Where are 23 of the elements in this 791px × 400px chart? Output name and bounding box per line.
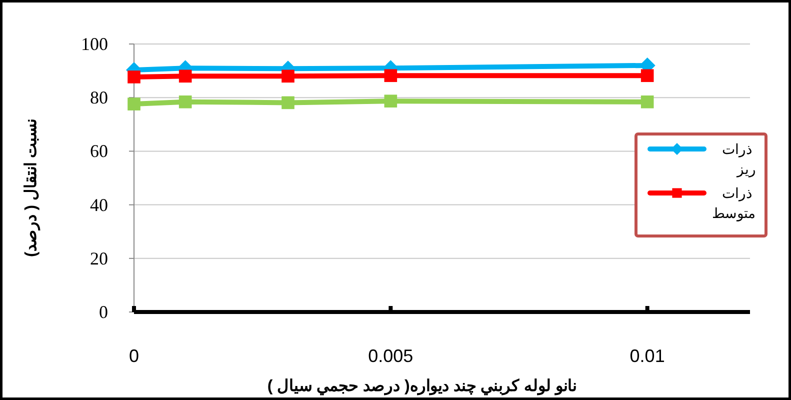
legend-label: ذرات متوسط xyxy=(712,185,756,222)
y-tick-label: 40 xyxy=(90,194,108,215)
point xyxy=(282,70,294,83)
point xyxy=(178,70,192,83)
x-tick-label: 0 xyxy=(128,346,140,366)
point xyxy=(128,70,140,84)
point xyxy=(640,95,654,108)
legend-label: ذرات ریز xyxy=(722,141,756,178)
point xyxy=(384,69,398,82)
y-tick-label: 100 xyxy=(81,34,108,54)
y-tick-label: 0 xyxy=(99,302,108,322)
point xyxy=(128,98,140,110)
x-tick-label: 0.005 xyxy=(368,346,414,366)
point xyxy=(640,69,654,82)
x-tick-label: 0.01 xyxy=(630,346,665,366)
x-axis-title: نانو لوله كربني چند ديواره( درصد حجمي سيال ) xyxy=(267,378,577,396)
y-tick-label: 80 xyxy=(90,88,108,108)
point xyxy=(384,94,398,108)
y-tick-label: 20 xyxy=(90,248,108,268)
y-tick-label: 60 xyxy=(90,141,108,162)
point xyxy=(178,95,192,108)
y-axis-title: نسبت انتقال ( درصد) xyxy=(23,119,41,257)
point xyxy=(282,96,294,110)
